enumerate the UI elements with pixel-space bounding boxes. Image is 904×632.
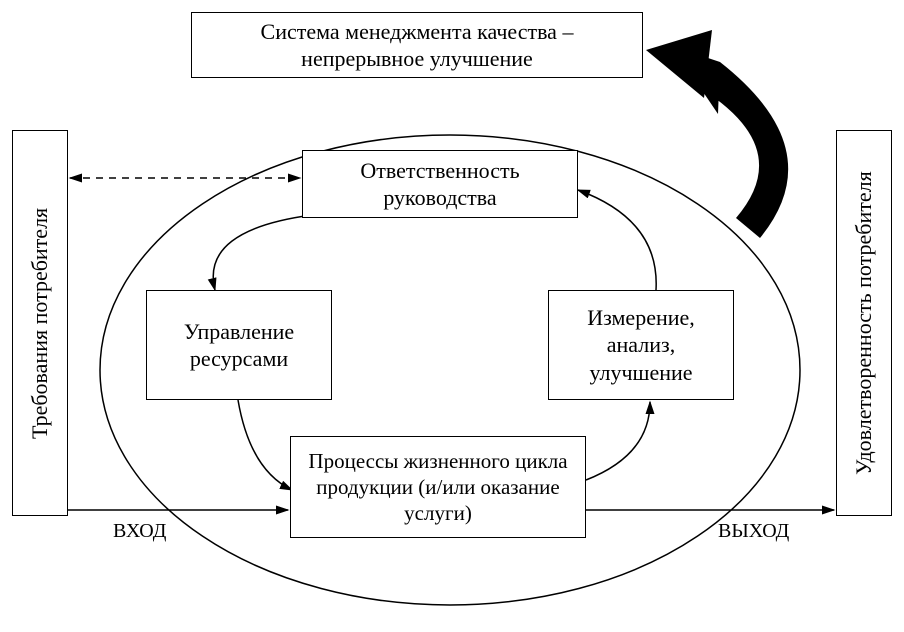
left-text: Требования потребителя — [27, 207, 53, 438]
title-text: Система менеджмента качества – непрерывн… — [200, 18, 634, 73]
measurement-text: Измерение, анализ, улучшение — [557, 304, 725, 387]
right-text: Удовлетворенность потребителя — [851, 171, 877, 475]
measurement-box: Измерение, анализ, улучшение — [548, 290, 734, 400]
arc-measurement-to-responsibility — [578, 190, 656, 290]
resources-text: Управление ресурсами — [155, 318, 323, 373]
title-box: Система менеджмента качества – непрерывн… — [191, 12, 643, 78]
processes-box: Процессы жизненного цикла продукции (и/и… — [290, 436, 586, 538]
arc-resp-to-resources — [213, 215, 312, 290]
left-box: Требования потребителя — [12, 130, 68, 516]
improvement-arrowhead — [646, 30, 712, 98]
right-box: Удовлетворенность потребителя — [836, 130, 892, 516]
processes-text: Процессы жизненного цикла продукции (и/и… — [299, 448, 577, 527]
arc-processes-to-measurement — [586, 402, 650, 480]
responsibility-box: Ответственность руководства — [302, 150, 578, 218]
input-label: ВХОД — [113, 520, 166, 543]
resources-box: Управление ресурсами — [146, 290, 332, 400]
responsibility-text: Ответственность руководства — [311, 157, 569, 212]
output-label: ВЫХОД — [718, 520, 789, 543]
arc-resources-to-processes — [238, 400, 292, 490]
